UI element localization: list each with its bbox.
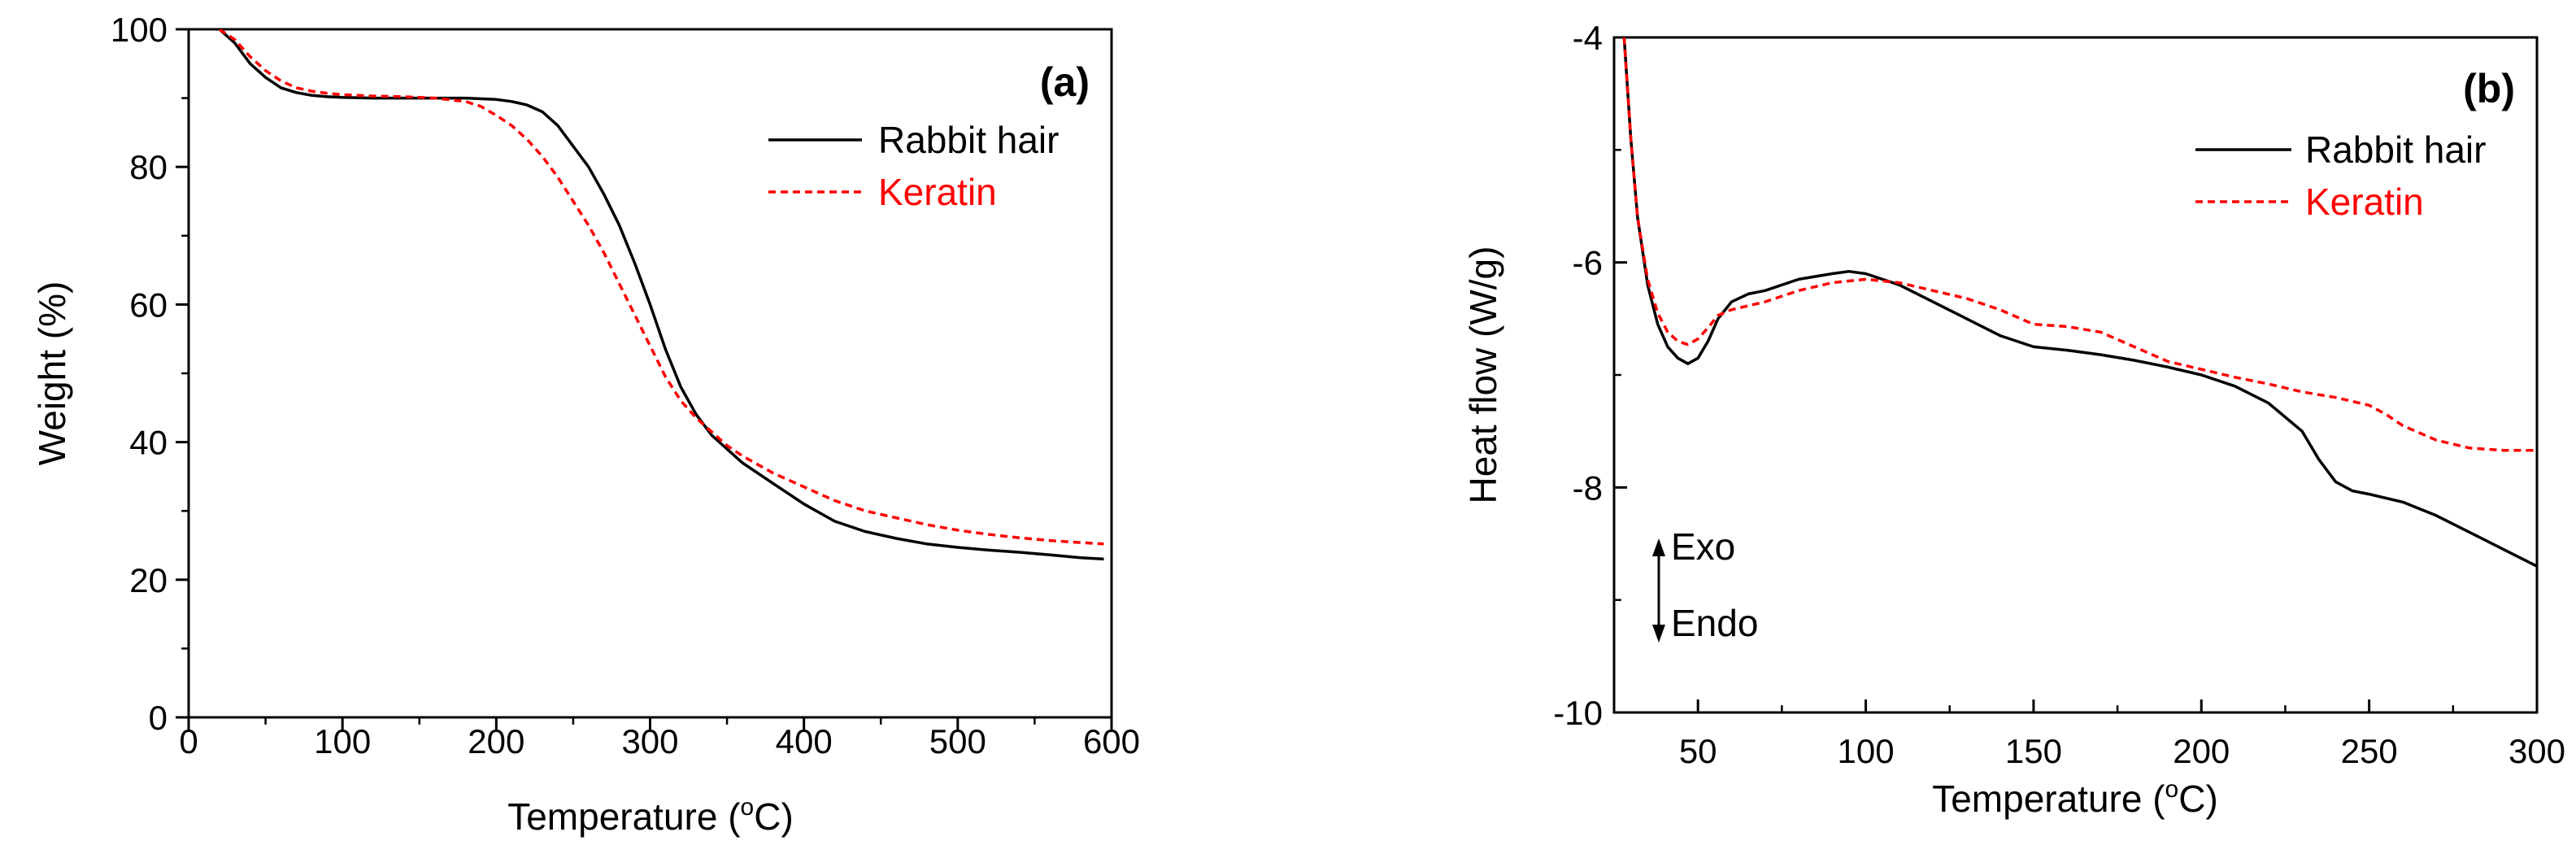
- x-axis-label-suffix: C): [2178, 778, 2218, 820]
- x-tick-label: 300: [2509, 732, 2565, 770]
- x-tick-label: 150: [2005, 732, 2062, 770]
- x-axis-label-sup: o: [741, 794, 755, 821]
- y-tick-label: 20: [129, 561, 168, 599]
- y-tick-label: 100: [111, 11, 168, 49]
- panel-a-group: 0 100 200 300 400 500 600 0 20 40 60 80 100 Rabbit ha…: [31, 11, 1140, 838]
- y-tick-label: 60: [129, 285, 168, 324]
- y-tick-label: 0: [149, 699, 168, 737]
- panel-a-series-keratin: [218, 29, 1104, 546]
- y-axis-label: Heat flow (W/g): [1462, 246, 1504, 504]
- x-axis-label: Temperature (oC): [507, 794, 794, 838]
- x-tick-label: 300: [621, 722, 678, 760]
- x-tick-label: 100: [1838, 732, 1895, 770]
- y-tick-label: -6: [1573, 244, 1603, 282]
- x-tick-label: 50: [1679, 732, 1717, 770]
- y-tick-label: 40: [129, 424, 168, 462]
- x-tick-label: 600: [1083, 722, 1140, 760]
- x-tick-label: 0: [179, 722, 198, 760]
- panel-a-series-rabbit-hair: [218, 29, 1104, 561]
- x-tick-label: 200: [468, 722, 524, 760]
- panel-b-group: 50 100 150 200 250 300 -10 -8 -6 -4 Rabbit hair Ker…: [1462, 19, 2565, 820]
- y-tick-label: -8: [1573, 468, 1603, 507]
- x-tick-label: 100: [314, 722, 371, 760]
- x-axis-label-prefix: Temperature (: [1932, 778, 2165, 820]
- legend-label: Keratin: [2305, 181, 2424, 223]
- arrow-down-icon: [1652, 625, 1665, 643]
- y-tick-label: 80: [129, 148, 168, 186]
- panel-b-label: (b): [2463, 66, 2515, 111]
- y-axis-label: Weight (%): [31, 281, 73, 466]
- endo-label: Endo: [1671, 602, 1758, 644]
- panel-a-label: (a): [1040, 59, 1090, 105]
- x-axis-label: Temperature (oC): [1932, 776, 2218, 820]
- x-tick-label: 250: [2341, 732, 2398, 770]
- exo-label: Exo: [1671, 525, 1735, 568]
- x-tick-label: 200: [2173, 732, 2230, 770]
- panel-b-series-keratin: [1622, 37, 2537, 452]
- x-axis-label-sup: o: [2165, 776, 2179, 803]
- y-tick-label: -10: [1553, 694, 1603, 732]
- x-tick-label: 500: [929, 722, 986, 760]
- arrow-up-icon: [1652, 538, 1665, 556]
- legend-label: Rabbit hair: [2305, 129, 2486, 171]
- x-axis-label-prefix: Temperature (: [507, 795, 741, 838]
- x-tick-label: 400: [776, 722, 833, 760]
- legend-label: Rabbit hair: [878, 119, 1059, 161]
- panel-b-series-rabbit-hair: [1622, 37, 2537, 568]
- legend-label: Keratin: [878, 171, 997, 213]
- y-tick-label: -4: [1573, 19, 1603, 57]
- x-axis-label-suffix: C): [754, 795, 794, 838]
